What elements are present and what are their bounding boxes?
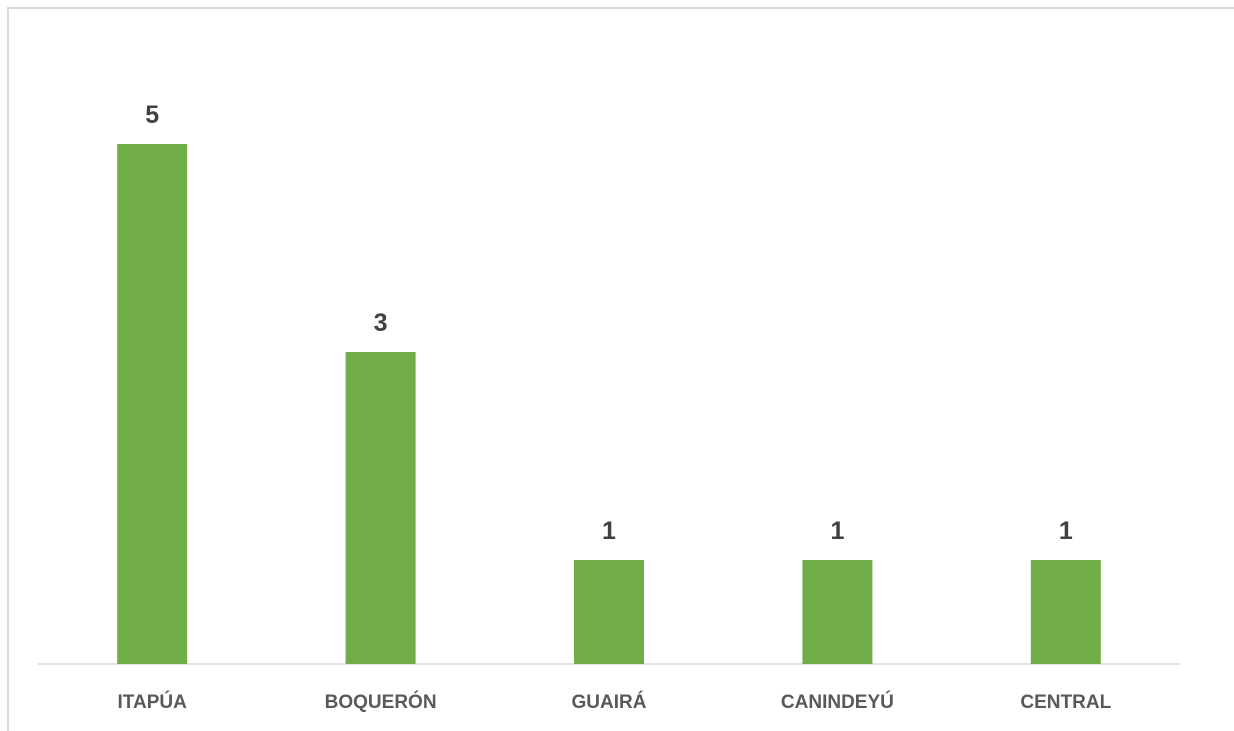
data-label-5: 1: [1059, 517, 1073, 545]
chart-border-top: [7, 7, 1234, 9]
x-tick-label-1: ITAPÚA: [118, 691, 188, 713]
data-label-4: 1: [830, 517, 844, 545]
data-label-1: 5: [145, 101, 159, 129]
bar-2: [345, 352, 416, 664]
bar-3: [574, 560, 644, 664]
bars-group: [117, 144, 1101, 664]
chart-border-left: [7, 7, 9, 731]
bar-5: [1030, 560, 1101, 664]
data-label-3: 1: [602, 517, 616, 545]
bar-4: [802, 560, 873, 664]
data-label-2: 3: [374, 309, 388, 337]
x-tick-label-5: CENTRAL: [1020, 692, 1111, 713]
x-tick-label-2: BOQUERÓN: [325, 691, 437, 713]
category-labels-group: ITAPÚA BOQUERÓN GUAIRÁ CANINDEYÚ CENTRAL: [118, 691, 1112, 713]
bar-1: [117, 144, 188, 664]
x-tick-label-4: CANINDEYÚ: [781, 691, 894, 713]
value-labels-group: 5 3 1 1 1: [145, 101, 1073, 545]
x-tick-label-3: GUAIRÁ: [572, 691, 647, 713]
